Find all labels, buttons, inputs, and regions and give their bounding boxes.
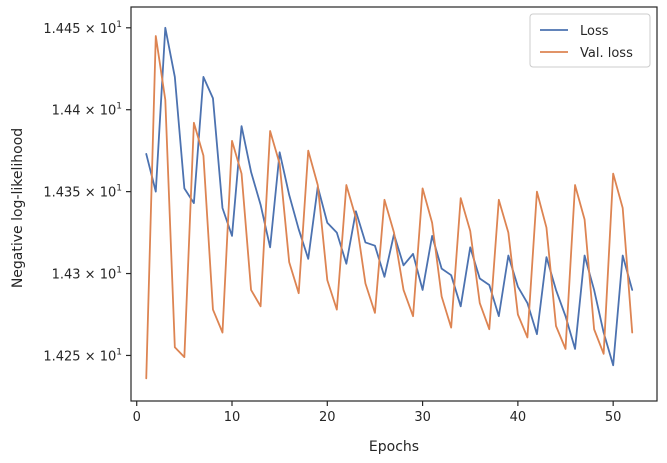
x-tick-label: 30: [414, 410, 431, 425]
y-tick-label: 1.43 × 101: [52, 266, 122, 283]
x-axis-ticks: 0 10 20 30 40 50: [133, 401, 622, 425]
series-line-val-loss: [145, 35, 634, 380]
x-tick-label: 0: [133, 410, 141, 425]
y-tick-label: 1.44 × 101: [52, 102, 122, 119]
y-axis-label: Negative log-likelihood: [10, 128, 26, 288]
y-tick-label: 1.445 × 101: [43, 20, 122, 37]
x-tick-label: 50: [605, 410, 622, 425]
y-tick-label: 1.425 × 101: [43, 347, 122, 364]
x-tick-label: 10: [224, 410, 241, 425]
x-axis-label: Epochs: [369, 439, 419, 455]
plot-frame: [130, 6, 658, 402]
x-tick-label: 20: [319, 410, 336, 425]
x-tick-label: 40: [510, 410, 527, 425]
legend-label-loss: Loss: [580, 24, 609, 39]
series-layer: [145, 26, 634, 380]
legend-label-val-loss: Val. loss: [580, 46, 633, 61]
legend-frame: [529, 13, 651, 68]
y-axis-ticks: 1.425 × 101 1.43 × 101 1.435 × 101 1.44 × 1…: [43, 20, 131, 364]
plot-area: [131, 7, 657, 401]
y-tick-label: 1.435 × 101: [43, 184, 122, 201]
legend: Loss Val. loss: [529, 13, 651, 68]
